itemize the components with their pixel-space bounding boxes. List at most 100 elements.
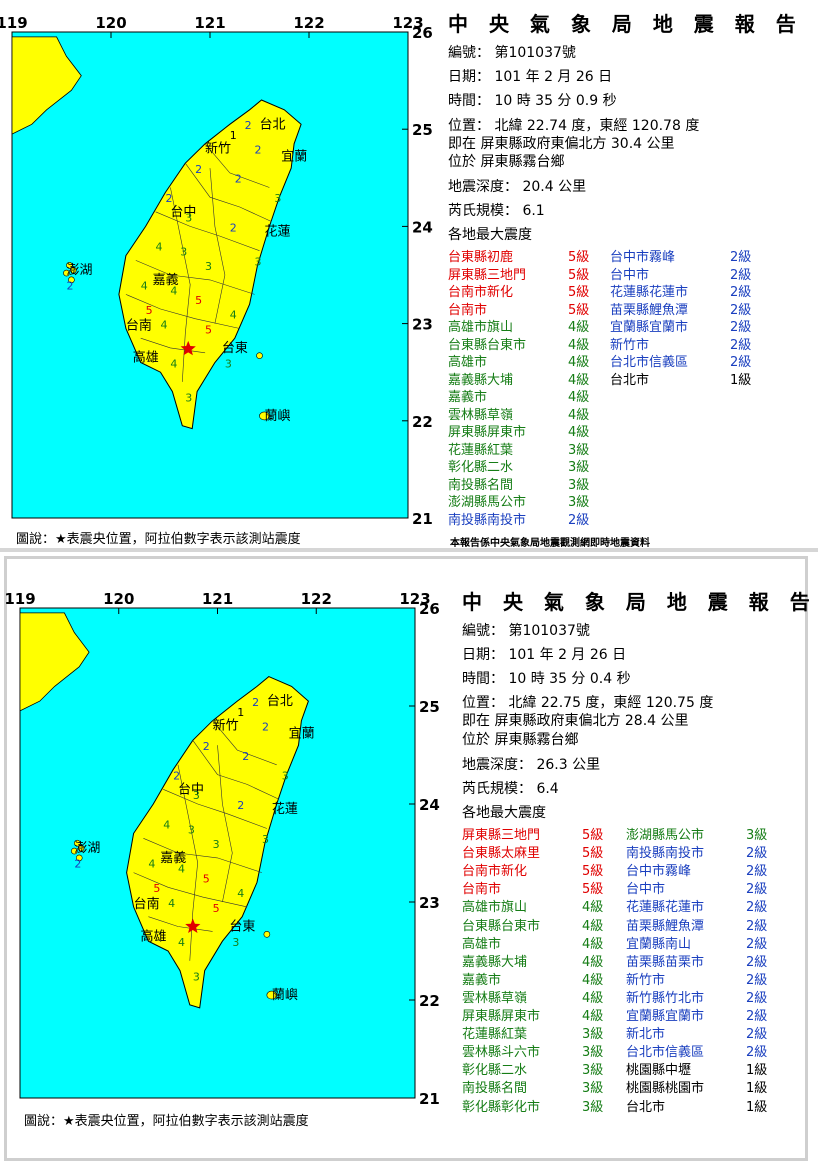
station-name: 雲林縣斗六市 bbox=[462, 1045, 541, 1061]
station-level: 5級 bbox=[568, 267, 590, 283]
station-name: 屏東縣屏東市 bbox=[462, 1009, 541, 1024]
station-name: 高雄市 bbox=[462, 936, 502, 952]
intensity-mark: 4 bbox=[148, 858, 155, 871]
penghu-island bbox=[77, 844, 85, 852]
station-row: 台東縣台東市 4級 bbox=[462, 915, 603, 934]
station-name: 台中市 bbox=[610, 267, 650, 283]
intensity-mark: 3 bbox=[193, 789, 200, 802]
county-border bbox=[170, 187, 191, 382]
lon-label: 120 bbox=[103, 590, 134, 608]
county-border bbox=[148, 916, 213, 932]
station-level: 2級 bbox=[730, 302, 752, 318]
station-row: 屏東縣屏東市 4級 bbox=[462, 1005, 603, 1024]
intensity-mark: 2 bbox=[195, 163, 202, 176]
station-row: 台中市 2級 bbox=[626, 878, 767, 897]
station-row: 嘉義縣大埔 4級 bbox=[448, 369, 589, 388]
station-row: 屏東縣三地門 5級 bbox=[462, 824, 603, 843]
station-name: 花蓮縣花蓮市 bbox=[610, 285, 689, 300]
intensity-mark: 1 bbox=[237, 706, 244, 719]
station-row: 台南市新化 5級 bbox=[462, 860, 603, 879]
county-border bbox=[155, 211, 260, 251]
intensity-mark: 5 bbox=[203, 872, 210, 885]
intensity-mark: 2 bbox=[235, 173, 242, 186]
place-label: 花蓮 bbox=[272, 801, 298, 817]
map-legend: 圖說：★表震央位置，阿拉伯數字表示該測站震度 bbox=[16, 532, 301, 547]
station-level: 2級 bbox=[730, 250, 752, 265]
station-level: 4級 bbox=[568, 390, 590, 405]
station-name: 苗栗縣鯉魚潭 bbox=[626, 918, 705, 934]
lon-label: 121 bbox=[202, 590, 233, 608]
station-level: 4級 bbox=[568, 320, 590, 335]
station-level: 3級 bbox=[582, 1045, 604, 1061]
station-row: 高雄市旗山 4級 bbox=[448, 316, 589, 335]
station-name: 台東縣台東市 bbox=[448, 337, 527, 353]
intensity-mark: 4 bbox=[168, 897, 175, 910]
epicenter-star-icon bbox=[185, 918, 201, 933]
station-name: 澎湖縣馬公市 bbox=[626, 828, 705, 843]
lanyu-island bbox=[266, 990, 278, 1000]
station-level: 4級 bbox=[568, 372, 590, 388]
station-level: 2級 bbox=[746, 990, 768, 1006]
intensity-mark: 2 bbox=[165, 192, 172, 205]
place-label: 台中 bbox=[170, 205, 196, 220]
station-row: 高雄市 4級 bbox=[448, 351, 589, 370]
report-title: 中 央 氣 象 局 地 震 報 告 bbox=[448, 12, 803, 36]
green-island bbox=[263, 931, 271, 938]
penghu-island bbox=[63, 269, 70, 277]
station-row: 南投縣名間 3級 bbox=[448, 474, 589, 493]
place-label: 台南 bbox=[134, 896, 160, 912]
intensity-mark: 2 bbox=[245, 119, 252, 132]
station-row: 屏東縣屏東市 4級 bbox=[448, 421, 589, 440]
station-name: 台東縣太麻里 bbox=[462, 846, 541, 862]
place-label: 蘭嶼 bbox=[264, 408, 290, 424]
station-level: 2級 bbox=[746, 1027, 768, 1043]
report-date: 日期： 101 年 2 月 26 日 bbox=[448, 69, 613, 85]
station-row: 新竹市 2級 bbox=[610, 334, 751, 353]
intensity-mark: 4 bbox=[178, 936, 185, 949]
place-label: 澎湖 bbox=[74, 841, 100, 856]
intensity-mark: 3 bbox=[232, 936, 239, 949]
station-row: 南投縣南投市 2級 bbox=[448, 509, 589, 528]
intensity-mark: 3 bbox=[193, 970, 200, 983]
place-label: 台北 bbox=[260, 117, 286, 132]
station-level: 3級 bbox=[568, 442, 590, 458]
intensity-mark: 2 bbox=[230, 221, 237, 234]
lat-label: 24 bbox=[412, 218, 433, 236]
station-row: 南投縣南投市 2級 bbox=[626, 842, 767, 861]
station-level: 4級 bbox=[568, 355, 590, 370]
station-name: 屏東縣三地門 bbox=[448, 267, 527, 283]
intensity-mark: 2 bbox=[252, 696, 259, 709]
lat-label: 25 bbox=[412, 121, 433, 139]
station-row: 澎湖縣馬公市 3級 bbox=[626, 824, 767, 843]
station-name: 台南市新化 bbox=[462, 864, 528, 880]
report-relative: 即在 屏東縣政府東偏北方 28.4 公里 bbox=[462, 713, 689, 729]
intensity-mark: 3 bbox=[205, 260, 212, 273]
intensity-mark: 2 bbox=[74, 858, 81, 871]
place-label: 宜蘭 bbox=[289, 725, 315, 741]
lat-label: 23 bbox=[412, 316, 433, 334]
station-level: 5級 bbox=[568, 285, 590, 300]
county-border bbox=[135, 260, 255, 295]
station-name: 彰化縣二水 bbox=[462, 1063, 528, 1079]
intensity-mark: 5 bbox=[205, 323, 212, 336]
station-level: 4級 bbox=[582, 972, 604, 988]
intensity-mark: 4 bbox=[170, 284, 177, 297]
intensity-mark: 3 bbox=[255, 255, 262, 268]
station-row: 彰化縣彰化市 3級 bbox=[462, 1096, 603, 1115]
lat-label: 22 bbox=[419, 992, 440, 1010]
intensity-mark: 4 bbox=[230, 309, 237, 322]
station-level: 2級 bbox=[568, 512, 590, 528]
station-level: 5級 bbox=[568, 250, 590, 265]
mainland-coast bbox=[11, 36, 82, 135]
intensity-mark: 3 bbox=[282, 770, 289, 783]
station-level: 2級 bbox=[746, 900, 768, 916]
station-level: 4級 bbox=[568, 425, 590, 440]
station-level: 3級 bbox=[582, 1027, 604, 1043]
intensity-mark: 5 bbox=[146, 304, 153, 317]
report-position: 位置： 北緯 22.74 度，東經 120.78 度 bbox=[448, 118, 700, 134]
lat-label: 21 bbox=[419, 1090, 440, 1108]
county-border bbox=[212, 720, 277, 766]
station-row: 雲林縣草嶺 4級 bbox=[448, 404, 589, 423]
station-row: 彰化縣二水 3級 bbox=[448, 456, 589, 475]
station-level: 3級 bbox=[568, 495, 590, 510]
